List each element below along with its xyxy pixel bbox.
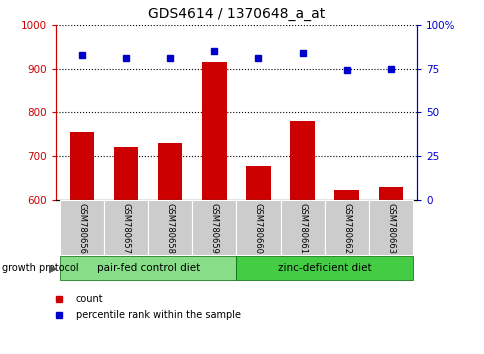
Text: growth protocol: growth protocol <box>2 263 79 273</box>
Bar <box>158 143 182 200</box>
Text: GSM780661: GSM780661 <box>298 203 306 254</box>
Bar <box>246 166 270 200</box>
FancyBboxPatch shape <box>236 256 412 280</box>
Text: GSM780663: GSM780663 <box>385 203 394 254</box>
Text: GSM780658: GSM780658 <box>166 203 174 254</box>
Text: ▶: ▶ <box>48 263 57 273</box>
FancyBboxPatch shape <box>324 200 368 255</box>
Bar <box>70 132 94 200</box>
Text: GSM780660: GSM780660 <box>254 203 262 254</box>
Title: GDS4614 / 1370648_a_at: GDS4614 / 1370648_a_at <box>148 7 324 21</box>
FancyBboxPatch shape <box>104 200 148 255</box>
Bar <box>290 121 314 200</box>
Text: percentile rank within the sample: percentile rank within the sample <box>76 310 240 320</box>
FancyBboxPatch shape <box>236 200 280 255</box>
Text: count: count <box>76 294 103 304</box>
FancyBboxPatch shape <box>280 200 324 255</box>
FancyBboxPatch shape <box>368 200 412 255</box>
Text: GSM780656: GSM780656 <box>77 203 87 254</box>
Bar <box>334 190 358 200</box>
FancyBboxPatch shape <box>148 200 192 255</box>
Bar <box>378 187 402 200</box>
FancyBboxPatch shape <box>192 200 236 255</box>
FancyBboxPatch shape <box>60 256 236 280</box>
Text: GSM780659: GSM780659 <box>210 203 218 253</box>
Bar <box>114 147 138 200</box>
Text: zinc-deficient diet: zinc-deficient diet <box>277 263 371 273</box>
Text: GSM780662: GSM780662 <box>341 203 350 254</box>
Text: GSM780657: GSM780657 <box>121 203 131 254</box>
Text: pair-fed control diet: pair-fed control diet <box>96 263 199 273</box>
Bar <box>202 62 226 200</box>
FancyBboxPatch shape <box>60 200 104 255</box>
